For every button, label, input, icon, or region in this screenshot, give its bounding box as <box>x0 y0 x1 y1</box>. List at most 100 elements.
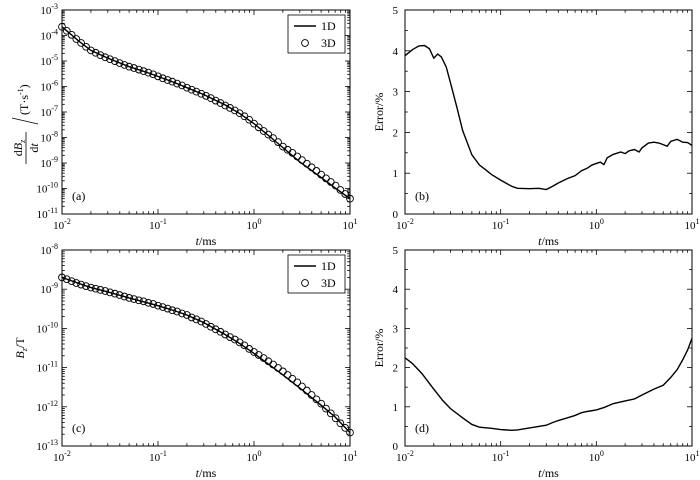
data-point-a-3D <box>130 64 138 72</box>
data-point-c-3D <box>110 289 119 298</box>
y-tick-label-b: 3 <box>393 87 399 99</box>
x-axis-label-a: t/ms <box>196 234 217 248</box>
data-point-a-3D <box>202 91 210 100</box>
y-tick-label-b: 0 <box>393 209 399 221</box>
data-point-c-3D <box>62 275 71 284</box>
y-tick-label-a: 10-6 <box>40 79 58 94</box>
y-tick-label-b: 2 <box>393 127 399 139</box>
data-point-c-3D <box>346 428 354 437</box>
x-tick-label-d: 101 <box>685 449 700 464</box>
data-point-a-3D <box>101 53 110 62</box>
y-tick-label-c: 10-10 <box>36 320 58 335</box>
plot-frame-b <box>404 9 693 215</box>
x-axis-label-b: t/ms <box>538 234 559 248</box>
legend-box-c <box>287 254 346 294</box>
data-point-a-3D <box>307 163 316 172</box>
data-point-a-3D <box>230 106 239 115</box>
y-label-denominator: dt <box>27 143 41 153</box>
data-point-a-3D <box>269 134 277 142</box>
data-point-c-3D <box>96 286 105 294</box>
series-group-a <box>62 26 350 200</box>
panel-a: 10-2 10-1 100 101 10-3 10-4 10-5 10-6 10-7 10-8 10… <box>11 2 358 248</box>
y-tick-label-b: 4 <box>393 46 399 58</box>
x-axis-label-c: t/ms <box>196 466 217 480</box>
series-line-b-Error <box>405 44 692 191</box>
x-tick-label-c: 101 <box>343 449 358 464</box>
series-group-d <box>405 337 692 432</box>
legend-entry-1d: 1D <box>321 19 336 33</box>
legend-entry-1d: 1D <box>321 259 336 273</box>
y-tick-label-d: 4 <box>393 284 399 296</box>
y-tick-label-d: 5 <box>393 245 399 257</box>
y-tick-label-c: 10-8 <box>40 242 58 257</box>
y-tick-label-a: 10-10 <box>36 181 58 196</box>
data-point-c-3D <box>154 301 162 310</box>
data-point-c-3D <box>216 327 225 336</box>
data-point-c-3D <box>317 399 326 408</box>
data-point-a-3D <box>288 149 297 157</box>
data-point-c-3D <box>106 288 114 297</box>
data-point-c-3D <box>302 386 311 395</box>
data-point-a-3D <box>72 35 81 43</box>
data-point-c-3D <box>288 374 297 383</box>
panel-c: 10-2 10-1 100 101 10-8 10-9 10-10 10-11 10-12 10-… <box>13 242 358 480</box>
panel-label-b: (b) <box>415 189 429 203</box>
x-tick-label-d: 10-1 <box>492 449 510 464</box>
x-tick-label-a: 101 <box>343 217 358 232</box>
data-point-c-3D <box>312 395 321 404</box>
y-label-numerator: dBz <box>11 139 27 156</box>
data-point-a-3D <box>58 22 66 31</box>
data-point-a-3D <box>226 104 234 112</box>
x-tick-label-b: 101 <box>685 217 700 232</box>
data-point-c-3D <box>87 283 95 292</box>
series-line-a-1D <box>62 26 350 200</box>
data-point-a-3D <box>144 68 153 77</box>
series-group-b <box>405 44 692 191</box>
data-point-a-3D <box>115 59 124 67</box>
data-point-c-3D <box>168 306 177 315</box>
y-tick-label-a: 10-8 <box>40 130 58 145</box>
data-point-a-3D <box>322 174 330 183</box>
data-point-c-3D <box>77 280 85 289</box>
data-point-a-3D <box>250 119 258 128</box>
plot-frame-c <box>61 249 351 447</box>
panel-label-a: (a) <box>72 189 85 203</box>
x-axis-label-d: t/ms <box>538 466 559 480</box>
data-point-a-3D <box>125 62 134 71</box>
data-point-c-3D <box>274 364 282 372</box>
y-tick-label-a: 10-5 <box>40 53 58 68</box>
data-point-c-3D <box>197 317 206 326</box>
y-tick-label-a: 10-3 <box>40 2 58 17</box>
data-point-c-3D <box>298 382 306 391</box>
data-point-a-3D <box>211 96 220 105</box>
data-point-a-3D <box>192 87 201 96</box>
y-tick-label-d: 3 <box>393 323 399 335</box>
panel-label-c: (c) <box>72 421 85 435</box>
data-point-a-3D <box>221 101 230 110</box>
data-point-a-3D <box>206 94 215 102</box>
data-point-c-3D <box>331 414 340 423</box>
x-tick-label-b: 100 <box>589 217 604 232</box>
data-point-c-3D <box>221 330 230 339</box>
data-point-c-3D <box>134 296 143 305</box>
data-point-a-3D <box>197 89 206 98</box>
data-point-c-3D <box>307 391 316 399</box>
data-point-a-3D <box>82 42 90 51</box>
data-point-a-3D <box>158 74 167 83</box>
data-point-c-3D <box>101 287 110 295</box>
data-point-c-3D <box>149 300 158 308</box>
y-tick-label-a: 10-11 <box>37 206 58 221</box>
y-tick-label-a: 10-9 <box>40 155 58 170</box>
data-point-c-3D <box>82 282 90 290</box>
data-point-a-3D <box>120 61 129 69</box>
x-tick-label-a: 100 <box>247 217 262 232</box>
y-tick-label-d: 2 <box>393 363 399 375</box>
data-point-c-3D <box>336 419 345 428</box>
data-point-c-3D <box>279 367 287 376</box>
y-tick-label-d: 0 <box>393 441 399 453</box>
